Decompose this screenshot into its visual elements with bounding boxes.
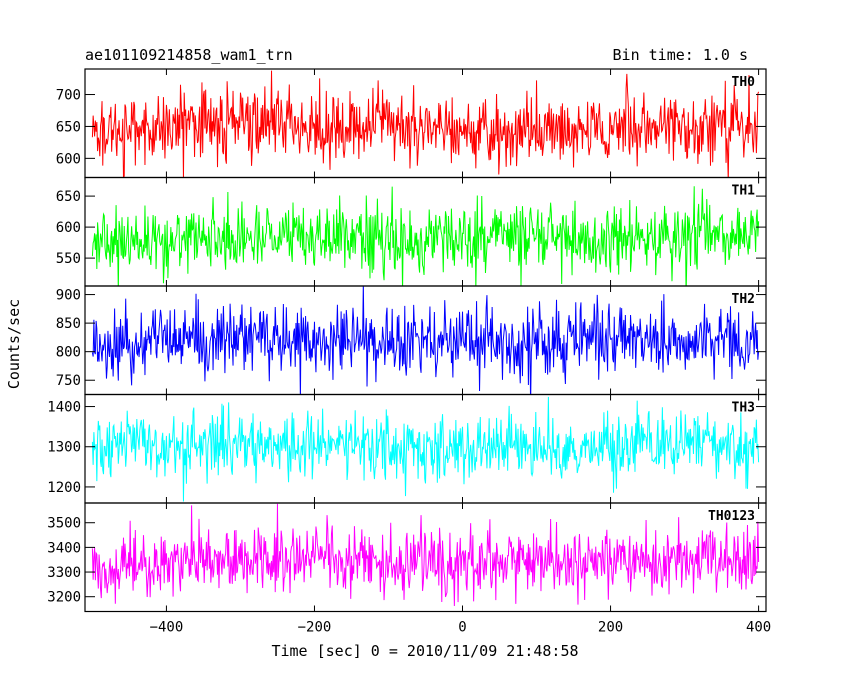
panel-label: TH3 (732, 401, 755, 416)
panel-th1: 550 600 650 TH1 (56, 176, 767, 287)
series-line-th0123 (91, 503, 760, 606)
y-tick-label: 3400 (47, 540, 81, 556)
series-line-th2 (91, 286, 760, 395)
panel-label: TH2 (732, 292, 755, 307)
y-tick-label: 1400 (47, 400, 81, 416)
panel-label: TH0123 (708, 509, 755, 524)
y-tick-label: 3200 (47, 590, 81, 606)
x-tick-label: −200 (298, 620, 332, 636)
bin-time-label: Bin time: 1.0 s (613, 46, 748, 64)
y-tick-label: 3300 (47, 565, 81, 581)
y-tick-label: 750 (56, 373, 81, 389)
panel-th0123: 3200 3300 3400 3500 TH0123 (47, 502, 767, 613)
x-tick-label: 200 (598, 620, 623, 636)
y-tick-label: 700 (56, 88, 81, 104)
y-tick-label: 600 (56, 151, 81, 167)
panel-th2: 750 800 850 900 TH2 (56, 285, 767, 396)
series-line-th1 (91, 186, 760, 286)
y-tick-label: 3500 (47, 516, 81, 532)
series-line-th0 (91, 70, 760, 178)
x-tick-label: 400 (746, 620, 771, 636)
panels-group: 600 650 700 TH0 550 600 650 TH1 750 800 850 900 TH2 1… (47, 68, 771, 636)
y-axis-label: Counts/sec (5, 299, 23, 389)
y-tick-label: 650 (56, 189, 81, 205)
y-tick-label: 900 (56, 288, 81, 304)
y-tick-label: 600 (56, 220, 81, 236)
panel-th3: 1200 1300 1400 TH3 (47, 393, 767, 504)
panel-label: TH0 (732, 75, 756, 90)
panel-frame (84, 502, 767, 613)
panel-th0: 600 650 700 TH0 (56, 68, 767, 179)
y-tick-label: 850 (56, 316, 81, 332)
x-tick-label: −400 (150, 620, 184, 636)
y-tick-label: 1300 (47, 440, 81, 456)
chart-title: ae101109214858_wam1_trn (85, 46, 293, 64)
y-tick-label: 650 (56, 119, 81, 135)
series-line-th3 (91, 396, 760, 502)
y-tick-label: 800 (56, 345, 81, 361)
x-axis-label: Time [sec] 0 = 2010/11/09 21:48:58 (271, 642, 578, 660)
panel-label: TH1 (732, 184, 756, 199)
y-tick-label: 1200 (47, 480, 81, 496)
x-tick-label: 0 (458, 620, 466, 636)
y-tick-label: 550 (56, 251, 81, 267)
